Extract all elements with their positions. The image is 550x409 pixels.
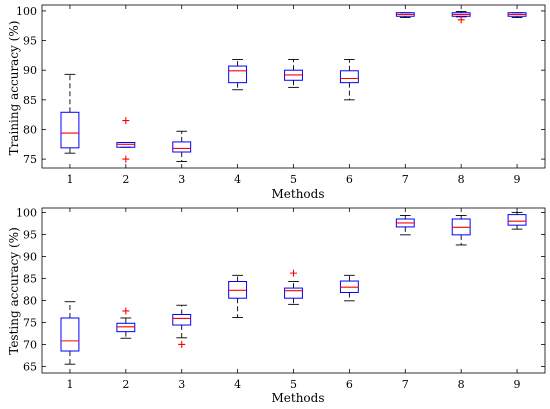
y-tick-label: 75 (23, 153, 37, 166)
box-method-1 (60, 301, 80, 365)
training-accuracy-boxplot: Training accuracy (%) Methods 7580859095… (7, 4, 546, 201)
iqr-box (507, 214, 527, 226)
x-tick-label: 7 (402, 378, 409, 391)
y-tick-label: 80 (23, 294, 37, 307)
box-method-8 (451, 215, 471, 246)
x-tick-label: 2 (122, 173, 129, 186)
outlier-marker (178, 340, 186, 348)
x-tick-label: 3 (178, 378, 185, 391)
box-method-3 (172, 130, 192, 162)
y-axis-title: Training accuracy (%) (7, 21, 21, 156)
outlier-marker (122, 307, 130, 315)
iqr-box (228, 65, 248, 84)
box-method-7 (395, 12, 415, 18)
y-tick-label: 70 (23, 338, 37, 351)
y-tick-label: 95 (23, 35, 37, 48)
box-method-4 (228, 59, 248, 91)
x-tick-label: 4 (234, 173, 241, 186)
y-tick-label: 80 (23, 123, 37, 136)
box-method-4 (228, 274, 248, 319)
x-tick-label: 7 (402, 173, 409, 186)
x-tick-label: 2 (122, 378, 129, 391)
box-method-5 (284, 59, 303, 88)
iqr-box (60, 317, 80, 352)
x-tick-label: 9 (514, 378, 521, 391)
x-tick-label: 6 (346, 378, 353, 391)
y-tick-label: 65 (23, 360, 37, 373)
plot-frame (41, 4, 546, 169)
x-tick-label: 9 (514, 173, 521, 186)
iqr-box (116, 322, 136, 333)
x-tick-label: 6 (346, 173, 353, 186)
x-tick-label: 4 (234, 378, 241, 391)
box-method-9 (507, 12, 527, 18)
box-method-2 (116, 307, 136, 339)
box-method-9 (507, 211, 527, 230)
iqr-box (284, 287, 303, 299)
x-tick-label: 8 (458, 378, 465, 391)
x-tick-label: 1 (66, 378, 73, 391)
iqr-box (172, 141, 192, 153)
x-tick-label: 5 (290, 378, 297, 391)
x-tick-label: 3 (178, 173, 185, 186)
outlier-marker (290, 269, 297, 277)
testing-accuracy-boxplot: Testing accuracy (%) Methods 65707580859… (7, 206, 546, 405)
box-method-5 (284, 269, 303, 305)
iqr-box (339, 70, 359, 84)
box-method-6 (339, 59, 359, 101)
iqr-box (172, 313, 192, 326)
box-method-8 (451, 11, 471, 24)
x-axis-title: Methods (271, 187, 324, 201)
y-tick-label: 90 (23, 64, 37, 77)
box-method-1 (60, 73, 80, 154)
y-tick-label: 85 (23, 272, 37, 285)
x-axis-title: Methods (271, 391, 324, 405)
y-tick-label: 75 (23, 316, 37, 329)
iqr-box (60, 111, 80, 149)
iqr-box (116, 142, 136, 148)
x-tick-label: 8 (458, 173, 465, 186)
y-tick-label: 100 (16, 206, 37, 219)
y-tick-label: 100 (16, 5, 37, 18)
y-tick-label: 95 (23, 228, 37, 241)
box-method-3 (172, 304, 192, 348)
outlier-marker (457, 16, 465, 24)
box-method-6 (339, 274, 359, 302)
box-method-2 (116, 117, 136, 163)
x-tick-label: 1 (66, 173, 73, 186)
y-axis-title: Testing accuracy (%) (7, 227, 21, 355)
x-tick-label: 5 (290, 173, 297, 186)
outlier-marker (122, 117, 130, 125)
y-tick-label: 90 (23, 250, 37, 263)
outlier-marker (122, 155, 130, 163)
box-method-7 (395, 215, 415, 236)
y-tick-label: 85 (23, 94, 37, 107)
